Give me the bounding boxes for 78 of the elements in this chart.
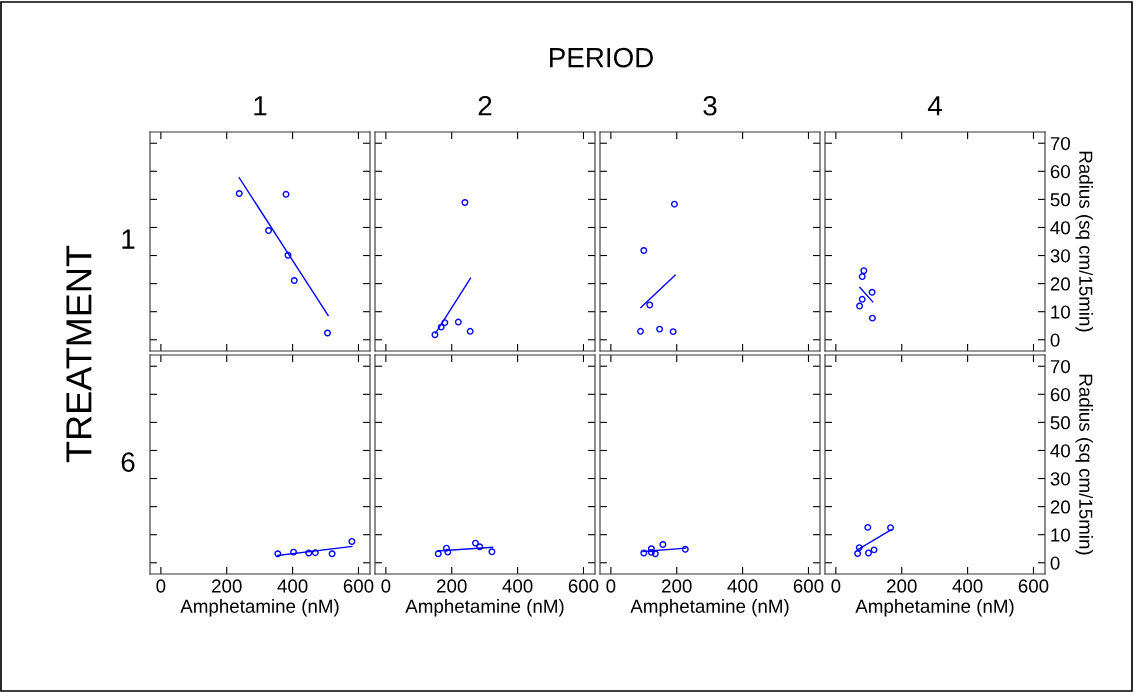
y-axis-title: Radius (sq cm/15min) bbox=[1075, 151, 1093, 332]
y-tick-label: 70 bbox=[1050, 359, 1070, 374]
point bbox=[348, 537, 356, 545]
point bbox=[646, 301, 654, 309]
point bbox=[461, 199, 469, 206]
point bbox=[651, 550, 659, 558]
x-tick-label: 0 bbox=[156, 579, 166, 593]
chart-title: 2 bbox=[478, 95, 492, 116]
y-tick-label: 30 bbox=[1050, 249, 1070, 263]
point bbox=[865, 549, 872, 557]
y-tick-label: 50 bbox=[1050, 193, 1070, 207]
point bbox=[324, 329, 331, 337]
point bbox=[656, 325, 664, 333]
point bbox=[328, 550, 336, 558]
x-tick-label: 0 bbox=[381, 579, 391, 593]
point bbox=[860, 267, 868, 275]
x-tick-label: 0 bbox=[606, 579, 616, 593]
y-tick-label: 0 bbox=[1050, 333, 1060, 347]
point bbox=[235, 190, 243, 197]
text: 1 bbox=[254, 96, 267, 116]
point bbox=[858, 295, 866, 303]
point bbox=[488, 548, 496, 556]
x-tick-label: 200 bbox=[212, 579, 242, 593]
point bbox=[854, 550, 862, 557]
x-tick-label: 600 bbox=[568, 579, 599, 593]
x-tick-label: 200 bbox=[662, 579, 692, 593]
point bbox=[856, 302, 864, 310]
y-tick-label: 60 bbox=[1050, 388, 1070, 402]
x-axis-title: Amphetamine (nM) bbox=[405, 599, 564, 617]
chart-title: 4 bbox=[927, 96, 942, 116]
point bbox=[290, 277, 298, 284]
y-tick-label: 40 bbox=[1050, 444, 1070, 458]
x-axis-title: Amphetamine (nM) bbox=[855, 599, 1014, 617]
point bbox=[855, 544, 863, 552]
point bbox=[265, 227, 273, 235]
x-tick-label: 400 bbox=[727, 579, 758, 593]
x-tick-label: 600 bbox=[793, 579, 824, 593]
x-tick-label: 400 bbox=[952, 579, 983, 593]
point bbox=[870, 546, 878, 554]
y-tick-label: 30 bbox=[1050, 472, 1070, 486]
chart-title: 3 bbox=[703, 95, 717, 116]
y-tick-label: 20 bbox=[1050, 500, 1070, 514]
x-axis-title: Amphetamine (nM) bbox=[180, 599, 339, 617]
y-tick-label: 60 bbox=[1050, 165, 1070, 179]
x-tick-label: 400 bbox=[502, 579, 533, 593]
x-tick-label: 600 bbox=[343, 579, 374, 593]
y-tick-label: 70 bbox=[1050, 136, 1070, 151]
x-tick-label: 600 bbox=[1018, 579, 1049, 593]
point bbox=[669, 328, 677, 336]
point bbox=[466, 327, 474, 335]
point bbox=[864, 523, 872, 531]
y-tick-label: 20 bbox=[1050, 277, 1070, 291]
x-tick-label: 0 bbox=[831, 579, 841, 593]
text: PERIOD bbox=[550, 47, 653, 68]
text: TREATMENT bbox=[66, 245, 92, 463]
point bbox=[282, 190, 290, 198]
y-tick-label: 50 bbox=[1050, 416, 1070, 430]
point bbox=[640, 247, 648, 254]
point bbox=[868, 288, 876, 296]
point bbox=[868, 314, 876, 322]
y-tick-label: 0 bbox=[1050, 556, 1060, 570]
point bbox=[659, 541, 667, 548]
point bbox=[670, 200, 678, 208]
x-tick-label: 200 bbox=[887, 579, 917, 593]
point bbox=[637, 327, 644, 335]
point bbox=[681, 545, 689, 553]
y-axis-title: Radius (sq cm/15min) bbox=[1075, 374, 1093, 555]
y-tick-label: 40 bbox=[1050, 221, 1070, 235]
text: 1 bbox=[122, 229, 135, 249]
x-tick-label: 200 bbox=[437, 579, 467, 593]
x-tick-label: 400 bbox=[277, 579, 308, 593]
text: 6 bbox=[121, 452, 135, 472]
x-axis-title: Amphetamine (nM) bbox=[630, 599, 789, 617]
y-tick-label: 10 bbox=[1051, 528, 1070, 542]
point bbox=[454, 318, 462, 326]
point bbox=[887, 524, 895, 532]
point bbox=[858, 273, 866, 281]
y-tick-label: 10 bbox=[1051, 305, 1070, 319]
